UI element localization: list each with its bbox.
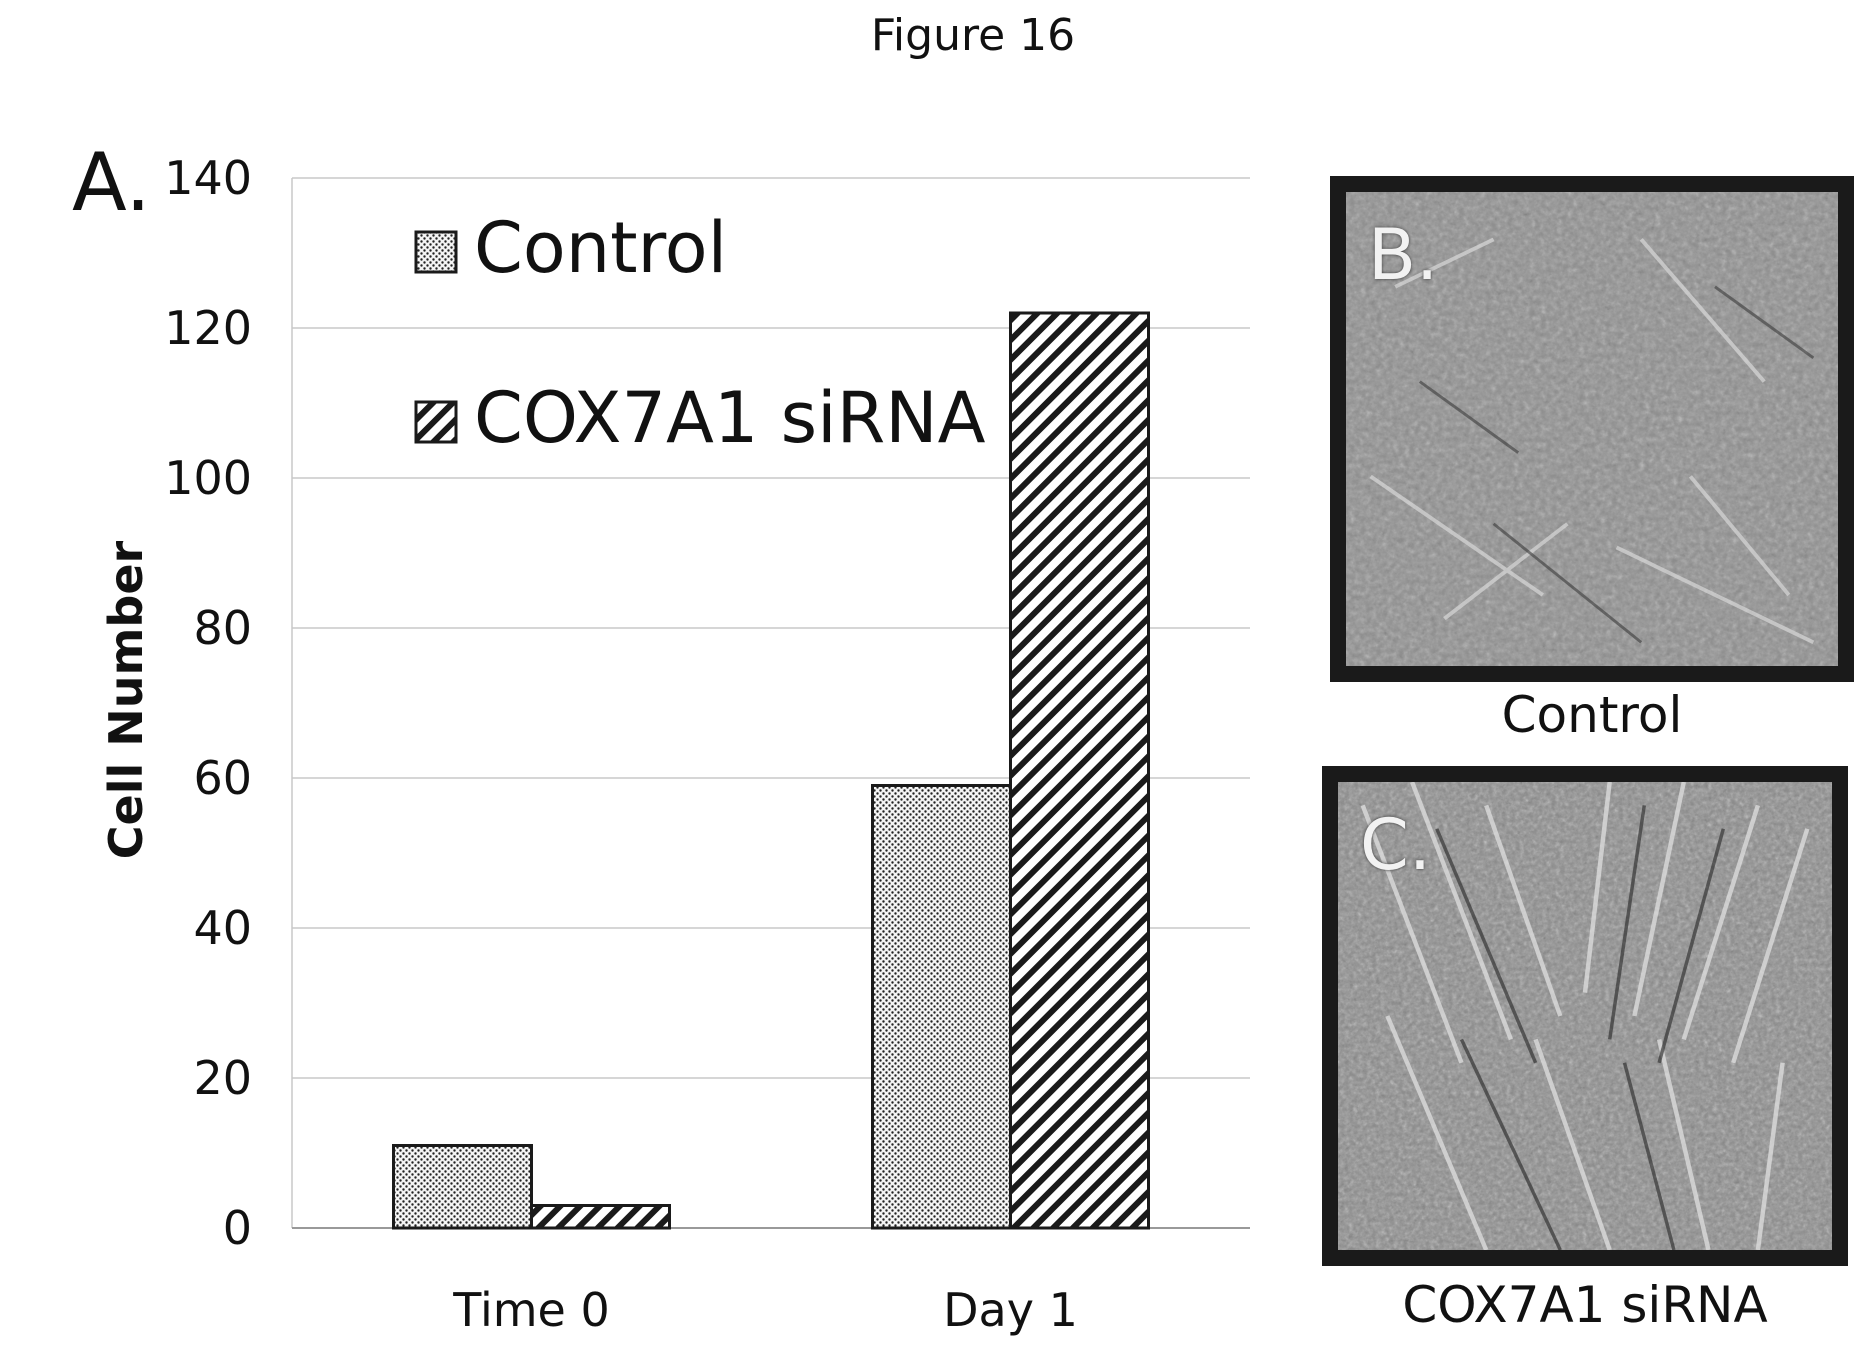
bar-chart: 0 20 40 60 80 100 120 140 Cell Number Time 0 Day 1… [0, 0, 1300, 1346]
legend-swatch [416, 402, 456, 442]
bar-control [394, 1146, 532, 1229]
panel-c-caption: COX7A1 siRNA [1322, 1276, 1848, 1334]
legend-label: Control [474, 207, 727, 289]
panel-b-label: B. [1368, 214, 1438, 296]
panel-c-label: C. [1360, 804, 1431, 886]
legend-swatch [416, 232, 456, 272]
y-tick-label: 100 [164, 451, 252, 505]
bar-cox7a1-sirna [532, 1206, 670, 1229]
y-tick-label: 140 [164, 151, 252, 205]
panel-b-caption: Control [1330, 686, 1854, 744]
y-tick-label: 0 [223, 1201, 252, 1255]
y-tick-label: 40 [193, 901, 252, 955]
bar-control [873, 786, 1011, 1229]
x-tick-label: Time 0 [452, 1283, 609, 1337]
y-tick-label: 60 [193, 751, 252, 805]
y-axis-title: Cell Number [99, 540, 153, 859]
y-tick-label: 80 [193, 601, 252, 655]
x-tick-label: Day 1 [943, 1283, 1078, 1337]
y-tick-label: 120 [164, 301, 252, 355]
bar-cox7a1-sirna [1011, 313, 1149, 1228]
control-cell-micrograph: B. [1330, 176, 1854, 682]
legend-label: COX7A1 siRNA [474, 377, 986, 459]
cox7a1-sirna-cell-micrograph: C. [1322, 766, 1848, 1266]
y-tick-label: 20 [193, 1051, 252, 1105]
